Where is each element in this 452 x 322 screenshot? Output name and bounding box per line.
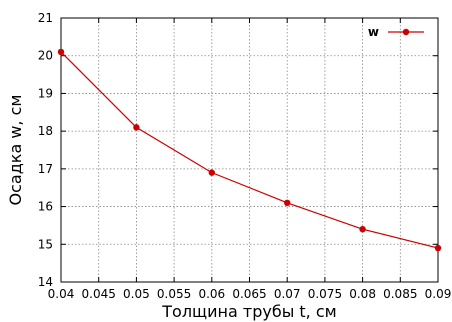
x-tick-label: 0.09 (425, 287, 452, 301)
y-tick-label: 15 (38, 237, 53, 251)
x-axis-label: Толщина трубы t, см (161, 302, 336, 321)
series-line-w (60, 51, 439, 249)
x-tick-label: 0.04 (48, 287, 75, 301)
y-axis-ticks: 14 15 16 17 18 19 20 21 (38, 11, 438, 289)
series-layer (57, 48, 442, 252)
x-tick-label: 0.065 (232, 287, 266, 301)
y-tick-label: 16 (38, 200, 53, 214)
x-tick-label: 0.05 (123, 287, 150, 301)
legend-label-w: w (368, 25, 379, 39)
legend-marker-w (402, 28, 410, 36)
x-tick-label: 0.06 (198, 287, 225, 301)
x-tick-label: 0.045 (82, 287, 116, 301)
x-tick-label: 0.07 (274, 287, 301, 301)
x-tick-label: 0.08 (349, 287, 376, 301)
data-point (434, 244, 442, 252)
x-tick-label: 0.085 (383, 287, 417, 301)
data-point (359, 226, 366, 233)
y-tick-label: 20 (38, 49, 53, 63)
data-point (57, 48, 65, 56)
grid (61, 18, 438, 282)
x-axis-ticks: 0.04 0.045 0.05 0.055 0.06 0.065 0.07 0.075 0.08… (48, 18, 452, 301)
y-tick-label: 18 (38, 124, 53, 138)
x-tick-label: 0.075 (308, 287, 342, 301)
data-point (208, 169, 215, 176)
plot-frame (60, 17, 439, 283)
y-tick-label: 21 (38, 11, 53, 25)
y-tick-label: 14 (38, 275, 53, 289)
data-point (284, 199, 291, 206)
y-axis-label: Осадка w, см (6, 95, 25, 206)
y-tick-label: 19 (38, 86, 53, 100)
legend: w (368, 25, 424, 39)
x-tick-label: 0.055 (157, 287, 191, 301)
y-tick-label: 17 (38, 162, 53, 176)
data-point (133, 124, 140, 131)
